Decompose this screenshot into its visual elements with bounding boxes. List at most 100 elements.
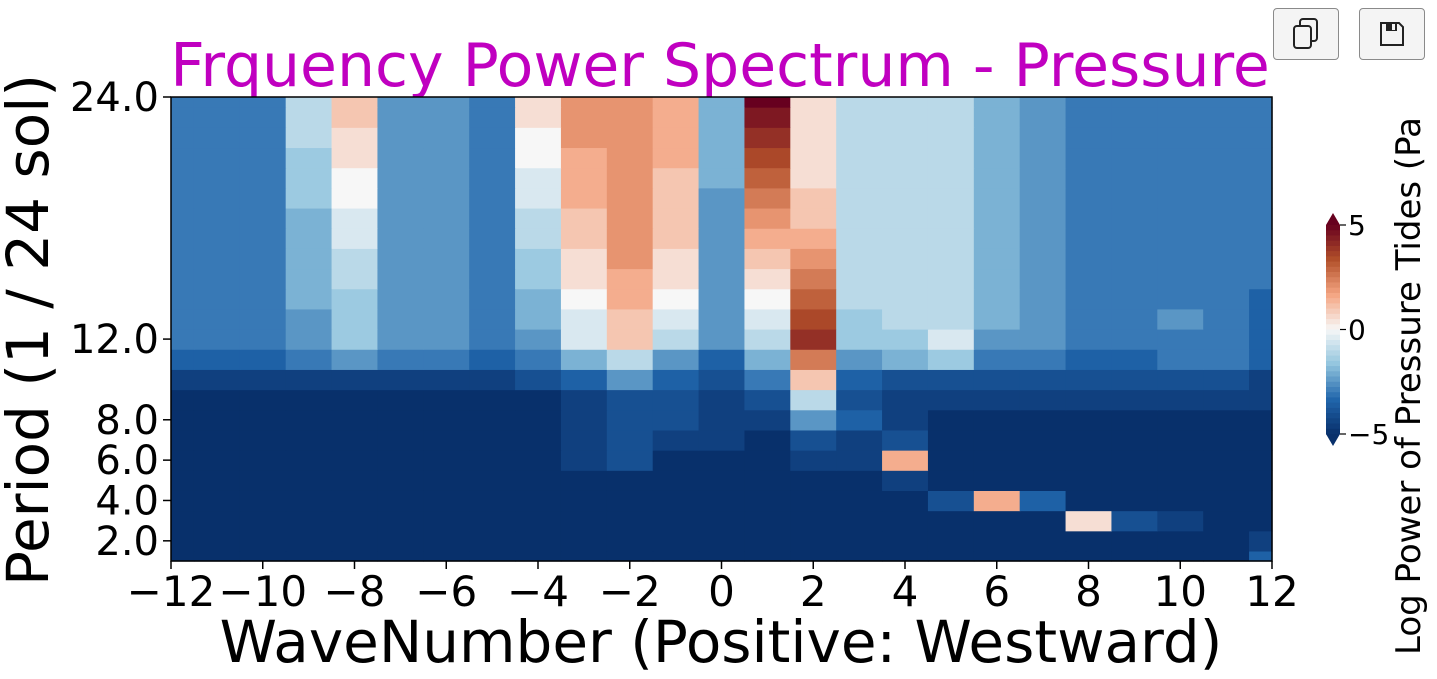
contour-cell	[377, 187, 424, 209]
contour-cell	[171, 107, 195, 128]
contour-cell	[193, 369, 241, 391]
contour-cell	[377, 470, 424, 491]
contour-cell	[423, 147, 470, 169]
contour-cell	[193, 490, 241, 512]
contour-cell	[1249, 167, 1273, 189]
contour-cell	[836, 369, 883, 391]
contour-cell	[927, 268, 975, 290]
contour-cell	[973, 450, 1021, 471]
contour-cell	[285, 329, 333, 350]
contour-cell	[377, 127, 424, 149]
contour-cell	[423, 490, 470, 512]
contour-cell	[377, 228, 424, 249]
copy-button[interactable]	[1273, 8, 1339, 60]
contour-cell	[927, 470, 975, 491]
contour-cell	[515, 248, 562, 270]
contour-cell	[882, 288, 929, 310]
x-axis-ticks: −12 −10 −8 −6 −4 −2 0 2 4 6 8 10 12	[127, 561, 1299, 616]
colorbar-segment	[1326, 334, 1340, 341]
contour-cell	[331, 127, 379, 149]
contour-cell	[1157, 228, 1204, 249]
contour-cell	[790, 429, 837, 451]
contour-cell	[973, 167, 1021, 189]
contour-cell	[331, 429, 379, 451]
contour-cell	[927, 288, 975, 310]
contour-cell	[698, 107, 746, 128]
contour-cell	[515, 97, 562, 108]
contour-cell	[515, 167, 562, 189]
contour-cell	[171, 167, 195, 189]
contour-cell	[698, 268, 746, 290]
colorbar-segment	[1326, 423, 1340, 430]
contour-cell	[1157, 450, 1204, 471]
contour-cell	[423, 97, 470, 108]
contour-cell	[973, 389, 1021, 411]
contour-cell	[423, 409, 470, 431]
contour-cell	[239, 450, 287, 471]
colorbar-segment	[1326, 313, 1340, 320]
save-button[interactable]	[1359, 8, 1425, 60]
contour-cell	[377, 530, 424, 552]
contour-cell	[652, 329, 700, 350]
contour-cell	[423, 207, 470, 229]
contour-cell	[1203, 450, 1250, 471]
contour-cell	[973, 228, 1021, 249]
contour-cell	[193, 107, 241, 128]
contour-cell	[1019, 409, 1067, 431]
contour-cell	[698, 308, 746, 330]
contour-cell	[882, 147, 929, 169]
contour-cell	[1111, 550, 1158, 562]
contour-cell	[1019, 107, 1067, 128]
contour-cell	[193, 308, 241, 330]
contour-cell	[606, 369, 654, 391]
contour-cell	[927, 228, 975, 249]
contour-cell	[1157, 167, 1204, 189]
contour-cell	[1203, 470, 1250, 491]
contour-cell	[973, 97, 1021, 108]
contour-cell	[836, 127, 883, 149]
contour-cell	[882, 429, 929, 451]
contour-cell	[515, 308, 562, 330]
contour-plot-area	[171, 97, 1273, 562]
contour-cell	[377, 248, 424, 270]
contour-cell	[698, 429, 746, 451]
contour-cell	[423, 349, 470, 370]
x-tick-label: −12	[127, 567, 216, 616]
contour-cell	[606, 288, 654, 310]
contour-cell	[1065, 308, 1113, 330]
contour-cell	[606, 429, 654, 451]
contour-cell	[1157, 409, 1204, 431]
contour-cell	[171, 470, 195, 491]
contour-cell	[239, 369, 287, 391]
contour-cell	[1157, 349, 1204, 370]
contour-cell	[698, 187, 746, 209]
contour-cell	[882, 187, 929, 209]
contour-cell	[652, 308, 700, 330]
contour-cell	[331, 369, 379, 391]
contour-cell	[744, 409, 791, 431]
contour-cell	[239, 530, 287, 552]
contour-cell	[606, 550, 654, 562]
contour-cell	[331, 187, 379, 209]
contour-cell	[927, 308, 975, 330]
contour-cell	[331, 510, 379, 532]
contour-cell	[652, 167, 700, 189]
contour-cell	[377, 550, 424, 562]
contour-cell	[331, 550, 379, 562]
contour-cell	[744, 329, 791, 350]
contour-cell	[790, 490, 837, 512]
contour-cell	[1065, 429, 1113, 451]
contour-cell	[606, 207, 654, 229]
contour-cell	[652, 248, 700, 270]
contour-cell	[606, 530, 654, 552]
contour-cell	[1203, 490, 1250, 512]
contour-cell	[285, 389, 333, 411]
contour-cell	[239, 510, 287, 532]
x-tick-label: 2	[800, 567, 827, 616]
contour-cell	[790, 530, 837, 552]
contour-cell	[1111, 450, 1158, 471]
contour-cell	[1203, 147, 1250, 169]
contour-cell	[423, 167, 470, 189]
contour-cell	[652, 107, 700, 128]
y-axis-label: Period (1 / 24 sol)	[0, 74, 62, 586]
